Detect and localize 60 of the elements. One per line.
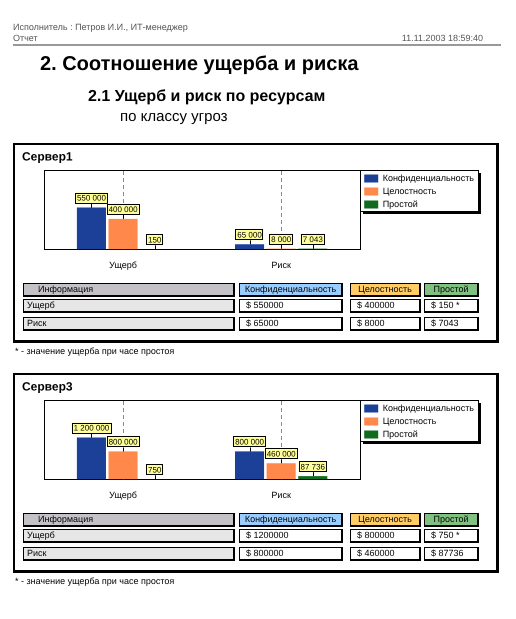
data-label: 65 000: [237, 230, 262, 240]
text: $ 7043: [431, 318, 459, 328]
legend-label: Целостность: [382, 186, 437, 196]
text: $ 400000: [357, 300, 395, 310]
text: $ 1200000: [246, 530, 289, 540]
legend-label: Целостность: [382, 416, 437, 426]
text: 11.11.2003 18:59:40: [402, 33, 483, 44]
text: $ 150 *: [431, 300, 460, 310]
data-label: 87 736: [300, 462, 326, 472]
category-label: Ущерб: [27, 300, 55, 310]
category-label: Целостность: [350, 283, 421, 297]
data-label: 1 200 000: [74, 424, 110, 433]
data-label: 150: [148, 235, 162, 244]
text: 2.1 Ущерб и риск по ресурсам: [88, 87, 326, 107]
text: Информация: [23, 283, 235, 297]
bar: [266, 463, 296, 480]
text: $ 87736: [431, 548, 464, 558]
legend-label: Конфиденциальность: [382, 402, 474, 413]
data-label: 550 000: [76, 194, 106, 203]
bar: [298, 476, 328, 480]
bar: [234, 451, 264, 480]
text: по классу угроз: [120, 108, 228, 126]
category-label: Риск: [27, 318, 46, 328]
text: 2. Соотношение ущерба и риска: [40, 52, 359, 76]
bar: [108, 218, 138, 250]
text: Исполнитель : Петров И.И., ИТ-менеджер: [13, 22, 188, 33]
category-label: Простой: [424, 283, 479, 297]
text: $ 460000: [357, 548, 395, 558]
category-label: Целостность: [350, 513, 421, 527]
data-label: 7 043: [302, 234, 324, 244]
text: $ 550000: [246, 300, 284, 310]
text: $ 800000: [246, 548, 284, 558]
category-label: Риск: [27, 548, 46, 558]
legend-label: Конфиденциальность: [382, 172, 474, 183]
data-label: 8 000: [271, 234, 292, 244]
category-label: Конфиденциальность: [239, 283, 343, 297]
bar: [76, 438, 106, 480]
data-label: 750: [148, 465, 162, 474]
data-label: 800 000: [235, 438, 265, 447]
data-label: 460 000: [266, 449, 296, 458]
bar: [234, 244, 264, 250]
text: Информация: [23, 513, 235, 527]
text: $ 8000: [357, 318, 385, 328]
data-label: 400 000: [108, 205, 138, 214]
text: Отчет: [13, 33, 38, 44]
bar: [108, 451, 138, 480]
text: * - значение ущерба при часе простоя: [15, 346, 174, 357]
legend-label: Простой: [382, 428, 418, 439]
text: $ 65000: [246, 318, 279, 328]
text: $ 800000: [357, 530, 395, 540]
text: * - значение ущерба при часе простоя: [15, 576, 174, 587]
chart-title: Сервер1: [22, 149, 73, 164]
category-label: Ущерб: [27, 530, 55, 540]
text: $ 750 *: [431, 530, 460, 540]
category-label: Конфиденциальность: [239, 513, 343, 527]
legend-label: Простой: [382, 198, 418, 209]
bar: [76, 208, 106, 250]
data-label: 800 000: [108, 438, 138, 447]
chart-title: Сервер3: [22, 379, 73, 394]
category-label: Простой: [424, 513, 479, 527]
